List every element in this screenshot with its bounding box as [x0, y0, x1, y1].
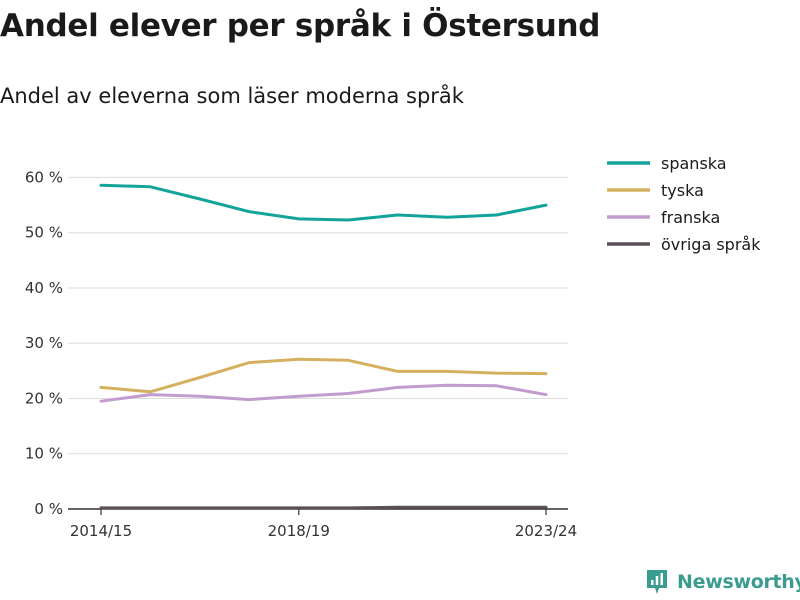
brand: Newsworthy — [645, 568, 800, 596]
newsworthy-logo-icon — [647, 570, 667, 594]
brand-name: Newsworthy — [677, 571, 800, 593]
x-tick-label: 2014/15 — [70, 522, 132, 540]
series-line — [99, 357, 548, 394]
y-tick-label: 20 % — [25, 389, 63, 407]
y-tick-label: 10 % — [25, 445, 63, 463]
x-tick-label: 2018/19 — [268, 522, 330, 540]
y-tick-label: 0 % — [34, 500, 63, 518]
gridlines — [68, 176, 568, 455]
series-line — [99, 183, 548, 222]
series-lines — [99, 183, 548, 510]
series-line — [99, 383, 548, 403]
axes: 0 % 10 % 20 % 30 % 40 % 50 % 60 % 2014/15 2018/1… — [25, 168, 577, 540]
y-tick-label: 40 % — [25, 279, 63, 297]
legend-label: övriga språk — [661, 235, 761, 254]
legend: spanska tyska franska övriga språk — [607, 154, 761, 254]
series-line — [99, 505, 548, 510]
y-tick-label: 30 % — [25, 334, 63, 352]
legend-label: spanska — [661, 154, 727, 173]
chart-title: Andel elever per språk i Östersund — [0, 8, 601, 44]
legend-label: tyska — [661, 181, 704, 200]
y-tick-label: 50 % — [25, 224, 63, 242]
x-tick-label: 2023/24 — [515, 522, 577, 540]
y-tick-label: 60 % — [25, 168, 63, 186]
chart-subtitle: Andel av eleverna som läser moderna språ… — [0, 84, 464, 108]
legend-label: franska — [661, 208, 720, 227]
